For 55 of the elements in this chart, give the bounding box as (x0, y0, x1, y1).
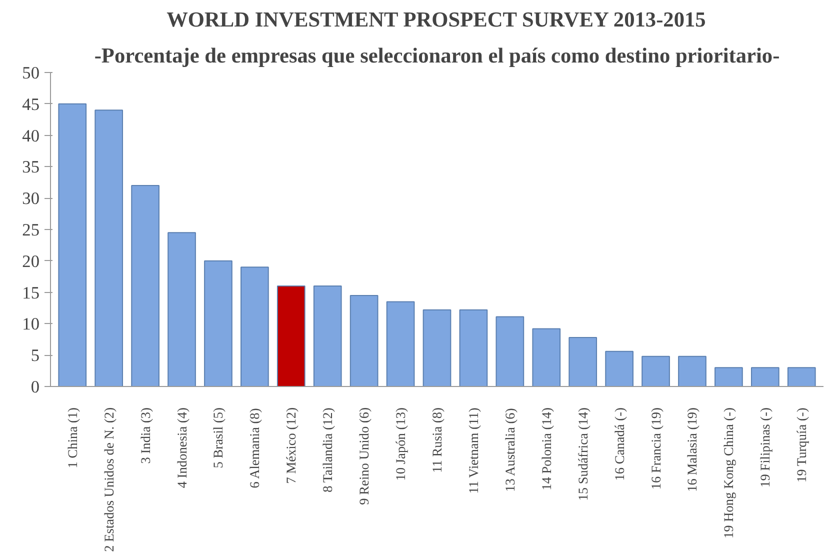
bar (750, 367, 780, 386)
y-tick-label: 5 (30, 346, 40, 366)
bar (168, 232, 196, 386)
bar (94, 110, 124, 386)
bar (313, 286, 342, 386)
x-tick-label: 16 Canadá (-) (612, 407, 627, 481)
x-tick-label: 3 India (3) (138, 407, 153, 464)
x-tick-label: 13 Australia (6) (502, 408, 518, 492)
x-tick-label: 15 Sudáfrica (14) (575, 407, 590, 501)
y-tick-label: 15 (22, 283, 40, 302)
y-tick-label: 50 (22, 64, 40, 82)
x-tick-label: 9 Reino Unido (6) (356, 407, 372, 505)
x-tick-label: 7 México (12) (284, 407, 299, 484)
chart-title: WORLD INVESTMENT PROSPECT SURVEY 2013-2015 (166, 8, 706, 32)
x-tick-label: 5 Brasil (5) (210, 407, 226, 468)
bar (276, 286, 306, 386)
y-tick-label: 0 (30, 378, 40, 396)
bar (568, 337, 598, 386)
bar (605, 350, 634, 386)
x-tick-label: 16 Francia (19) (648, 407, 664, 490)
x-tick-label: 14 Polonia (14) (538, 407, 554, 490)
y-tick-label: 35 (22, 158, 40, 177)
x-tick-label: 11 Vietnam (11) (466, 408, 481, 494)
bar (532, 328, 561, 386)
y-tick-label: 45 (22, 94, 40, 114)
y-tick-label: 25 (22, 220, 40, 240)
bar (422, 309, 452, 386)
x-tick-label: 2 Estados Unidos de N. (2) (101, 407, 116, 552)
x-tick-label: 19 Filipinas (-) (758, 407, 773, 488)
bar (678, 356, 706, 386)
y-tick-label: 40 (22, 126, 40, 146)
bar (240, 266, 269, 386)
bar (496, 316, 524, 386)
x-tick-label: 8 Tailandia (12) (320, 408, 336, 492)
bar (131, 185, 160, 386)
x-tick-label: 10 Japón (13) (393, 407, 408, 481)
x-tick-label: 4 Indonesia (4) (174, 407, 190, 488)
y-tick-label: 10 (22, 314, 40, 334)
x-tick-label: 11 Rusia (8) (430, 407, 444, 473)
bar (787, 367, 816, 386)
y-tick-label: 20 (22, 252, 40, 271)
bar (350, 294, 378, 386)
bar (204, 260, 232, 386)
bar (642, 356, 670, 386)
bar (714, 367, 743, 386)
x-tick-label: 19 Turquía (-) (794, 408, 810, 483)
x-tick-label: 6 Alemania (8) (247, 408, 262, 488)
chart-subtitle: -Porcentaje de empresas que seleccionaron el país como destino prioritario- (94, 44, 780, 68)
bar (386, 301, 415, 386)
x-tick-label: 16 Malasia (19) (684, 407, 700, 492)
x-tick-label: 19 Hong Kong China (-) (721, 407, 736, 539)
bar (459, 309, 488, 386)
bar (58, 103, 87, 386)
x-tick-label: 1 China (1) (64, 407, 80, 468)
y-tick-label: 30 (22, 189, 40, 208)
